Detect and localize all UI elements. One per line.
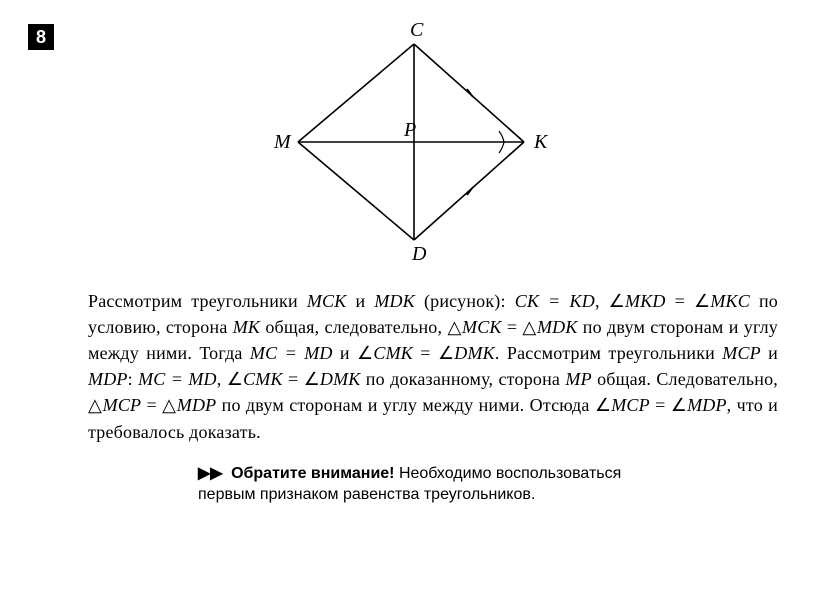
diagram-svg: C D M K P <box>248 20 568 265</box>
t: MC = MD <box>138 369 217 389</box>
t: = <box>141 395 162 415</box>
t: MCP <box>103 395 142 415</box>
t: MCK <box>462 317 502 337</box>
t: MDP <box>687 395 727 415</box>
t: CMK <box>373 343 413 363</box>
t: △ <box>522 317 537 337</box>
t: △ <box>447 317 462 337</box>
solution-text: Рассмотрим треугольники MCK и MDK (рисун… <box>88 288 778 445</box>
t: : <box>128 369 138 389</box>
t: MKC <box>710 291 750 311</box>
t: MDK <box>374 291 415 311</box>
t: ∠ <box>438 343 454 363</box>
t: , <box>217 369 227 389</box>
t: MKD <box>625 291 666 311</box>
geometry-diagram: C D M K P <box>28 20 788 272</box>
svg-text:M: M <box>273 131 292 153</box>
attention-note: ▶▶ Обратите внимание! Необходимо восполь… <box>198 463 788 506</box>
arrows-icon: ▶▶ <box>198 465 223 482</box>
t: ∠ <box>694 291 710 311</box>
t: ∠ <box>671 395 687 415</box>
t: ∠ <box>357 343 373 363</box>
t: и <box>346 291 374 311</box>
t: ∠ <box>304 369 320 389</box>
t: = <box>283 369 304 389</box>
t: , <box>595 291 609 311</box>
t: DMK <box>454 343 495 363</box>
t: общая. Следовательно, <box>592 369 778 389</box>
t: по доказанному, сторона <box>361 369 566 389</box>
t: MC = MD <box>250 343 333 363</box>
svg-text:C: C <box>410 20 424 41</box>
t: (рисунок): <box>415 291 515 311</box>
t: = <box>502 317 523 337</box>
t: MDK <box>537 317 578 337</box>
t: общая, следовательно, <box>260 317 447 337</box>
t: MK <box>233 317 260 337</box>
attention-rest2: первым признаком равенства треугольников… <box>198 486 535 503</box>
t: Рассмотрим треугольники <box>88 291 307 311</box>
t: и <box>761 343 778 363</box>
svg-text:D: D <box>411 243 427 265</box>
t: MDP <box>177 395 217 415</box>
t: DMK <box>320 369 361 389</box>
svg-text:K: K <box>533 131 549 153</box>
attention-rest1: Необходимо воспользоваться <box>395 465 622 482</box>
t: = <box>413 343 438 363</box>
svg-text:P: P <box>403 119 416 141</box>
t: . Рассмотрим треугольники <box>495 343 722 363</box>
t: = <box>666 291 694 311</box>
t: ∠ <box>227 369 243 389</box>
t: MCP <box>611 395 650 415</box>
t: MCP <box>722 343 761 363</box>
t: △ <box>162 395 177 415</box>
t: ∠ <box>609 291 625 311</box>
t: = <box>650 395 671 415</box>
t: △ <box>88 395 103 415</box>
t: ∠ <box>595 395 611 415</box>
t: CK = KD <box>515 291 595 311</box>
t: и <box>333 343 357 363</box>
t: по двум сторонам и углу между ними. Отсю… <box>216 395 595 415</box>
t: CMK <box>243 369 283 389</box>
t: MCK <box>307 291 347 311</box>
t: MDP <box>88 369 128 389</box>
problem-number-badge: 8 <box>28 24 54 50</box>
attention-lead: Обратите внимание! <box>231 465 394 482</box>
t: MP <box>565 369 591 389</box>
